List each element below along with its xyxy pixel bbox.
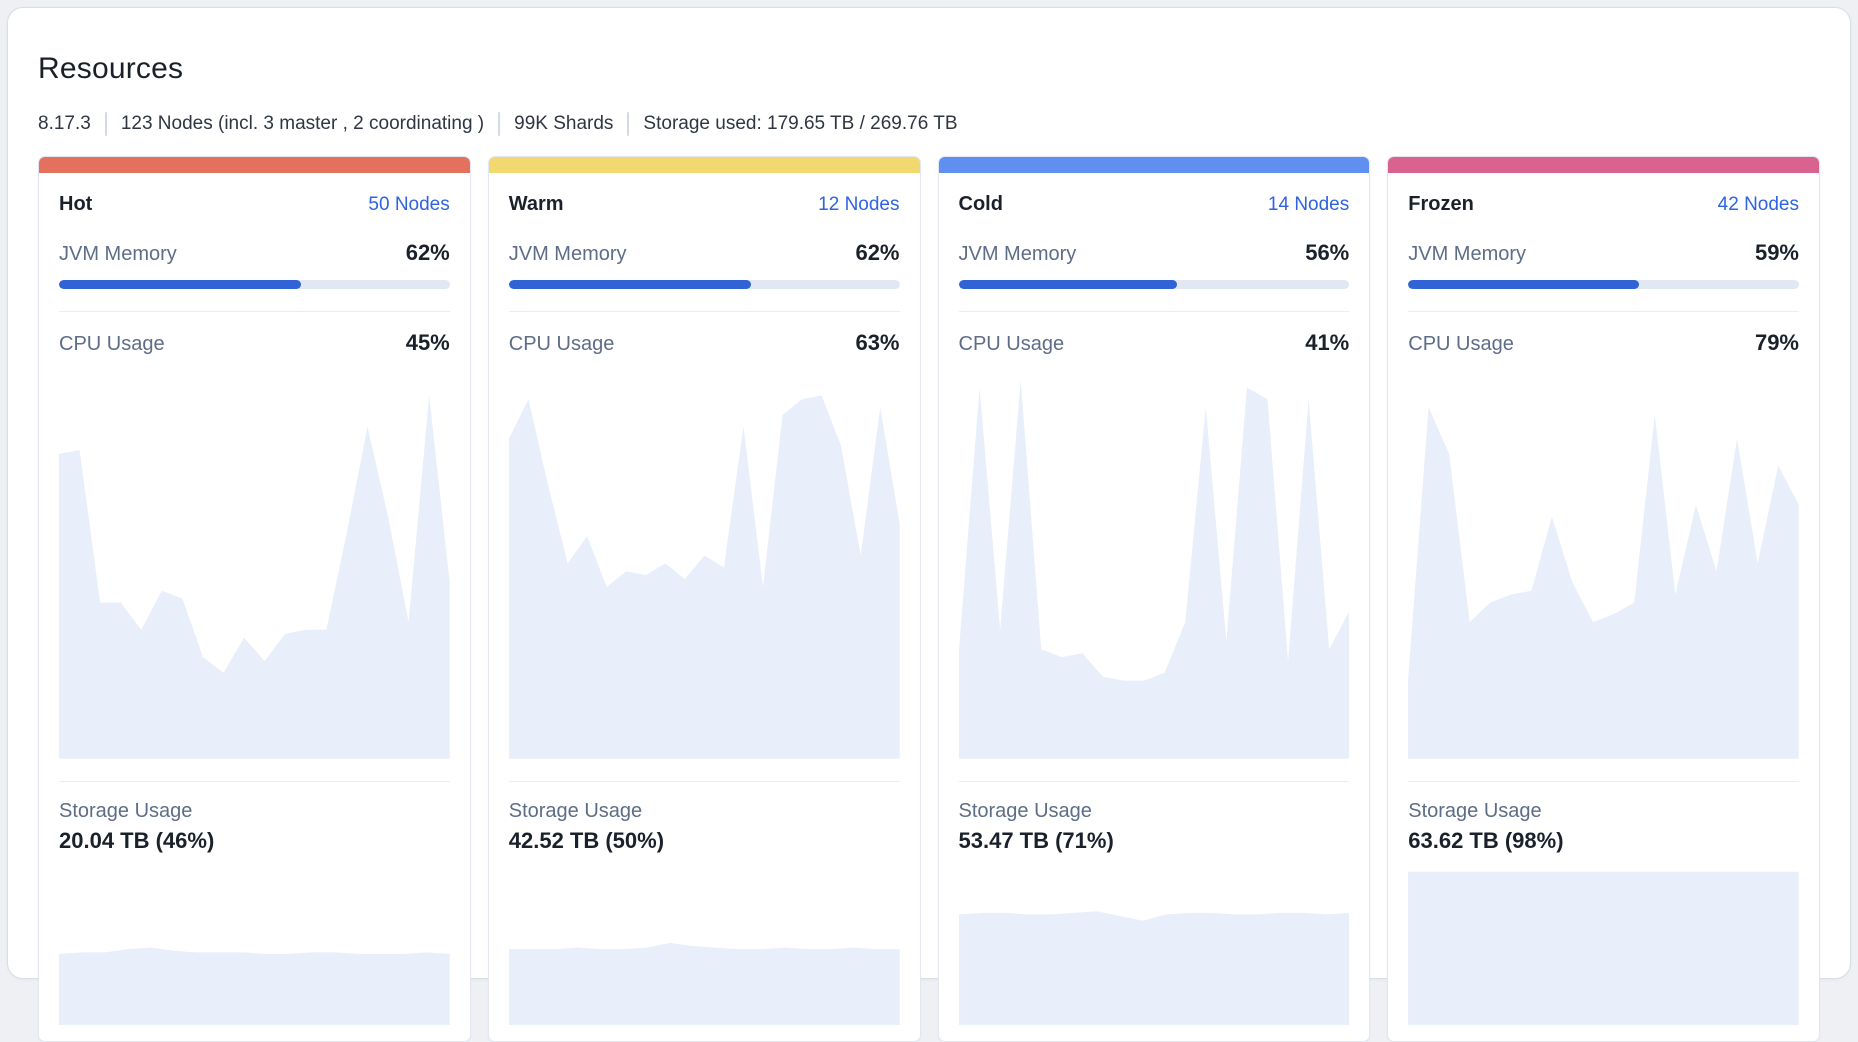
stat-separator [105,112,107,136]
stat-nodes: 123 Nodes (incl. 3 master , 2 coordinati… [121,113,484,135]
tier-card: Cold 14 Nodes JVM Memory 56% CPU Usage 4… [938,156,1371,1042]
tier-card-body: Frozen 42 Nodes JVM Memory 59% CPU Usage… [1388,173,1819,1041]
jvm-memory-label: JVM Memory [959,243,1077,266]
stat-storage-used: Storage used: 179.65 TB / 269.76 TB [643,113,957,135]
jvm-memory-progress-track [59,280,450,289]
cpu-usage-area-chart [1408,368,1799,759]
cpu-usage-label: CPU Usage [1408,333,1514,356]
page-title: Resources [38,52,1820,86]
tier-card-header: Warm 12 Nodes [509,193,900,216]
tier-nodes-link[interactable]: 50 Nodes [368,194,449,216]
tier-name: Cold [959,193,1003,216]
storage-usage-label: Storage Usage [959,800,1350,823]
jvm-memory-value: 62% [406,240,450,266]
cpu-usage-value: 79% [1755,330,1799,356]
jvm-memory-progress-fill [59,280,301,289]
cpu-usage-row: CPU Usage 63% [509,330,900,356]
tier-accent-bar [489,157,920,173]
cpu-usage-label: CPU Usage [59,333,165,356]
stat-shards: 99K Shards [514,113,613,135]
tier-name: Warm [509,193,564,216]
jvm-memory-value: 56% [1305,240,1349,266]
tier-card-header: Hot 50 Nodes [59,193,450,216]
tier-name: Frozen [1408,193,1474,216]
jvm-memory-label: JVM Memory [59,243,177,266]
storage-usage-value: 42.52 TB (50%) [509,828,900,854]
storage-usage-area-chart [59,867,450,1025]
storage-usage-value: 63.62 TB (98%) [1408,828,1799,854]
cpu-usage-area-chart [959,368,1350,759]
tier-grid: Hot 50 Nodes JVM Memory 62% CPU Usage 45… [38,156,1820,1042]
section-divider [509,311,900,312]
jvm-memory-label: JVM Memory [1408,243,1526,266]
jvm-memory-label: JVM Memory [509,243,627,266]
jvm-memory-row: JVM Memory 56% [959,240,1350,266]
cpu-usage-label: CPU Usage [509,333,615,356]
tier-card: Warm 12 Nodes JVM Memory 62% CPU Usage 6… [488,156,921,1042]
jvm-memory-value: 59% [1755,240,1799,266]
tier-nodes-link[interactable]: 12 Nodes [818,194,899,216]
section-divider [59,311,450,312]
tier-card-body: Warm 12 Nodes JVM Memory 62% CPU Usage 6… [489,173,920,1041]
tier-card-header: Cold 14 Nodes [959,193,1350,216]
cpu-usage-area-chart [509,368,900,759]
stat-separator [627,112,629,136]
storage-usage-value: 20.04 TB (46%) [59,828,450,854]
cpu-usage-label: CPU Usage [959,333,1065,356]
tier-nodes-link[interactable]: 14 Nodes [1268,194,1349,216]
jvm-memory-value: 62% [855,240,899,266]
section-divider [959,781,1350,782]
stat-separator [498,112,500,136]
storage-usage-label: Storage Usage [509,800,900,823]
cpu-usage-row: CPU Usage 45% [59,330,450,356]
storage-usage-area-chart [509,867,900,1025]
tier-card-body: Cold 14 Nodes JVM Memory 56% CPU Usage 4… [939,173,1370,1041]
section-divider [1408,781,1799,782]
tier-card-body: Hot 50 Nodes JVM Memory 62% CPU Usage 45… [39,173,470,1041]
storage-usage-area-chart [1408,867,1799,1025]
section-divider [509,781,900,782]
cluster-stats-row: 8.17.3 123 Nodes (incl. 3 master , 2 coo… [38,112,1820,136]
tier-accent-bar [39,157,470,173]
tier-nodes-link[interactable]: 42 Nodes [1718,194,1799,216]
resources-panel: Resources 8.17.3 123 Nodes (incl. 3 mast… [7,7,1851,979]
tier-card: Frozen 42 Nodes JVM Memory 59% CPU Usage… [1387,156,1820,1042]
cpu-usage-value: 41% [1305,330,1349,356]
cpu-usage-area-chart [59,368,450,759]
jvm-memory-progress-fill [509,280,751,289]
section-divider [1408,311,1799,312]
cpu-usage-value: 63% [855,330,899,356]
storage-usage-label: Storage Usage [59,800,450,823]
storage-usage-area-chart [959,867,1350,1025]
storage-usage-value: 53.47 TB (71%) [959,828,1350,854]
jvm-memory-row: JVM Memory 59% [1408,240,1799,266]
tier-card: Hot 50 Nodes JVM Memory 62% CPU Usage 45… [38,156,471,1042]
jvm-memory-row: JVM Memory 62% [59,240,450,266]
jvm-memory-progress-track [959,280,1350,289]
jvm-memory-row: JVM Memory 62% [509,240,900,266]
jvm-memory-progress-track [1408,280,1799,289]
tier-card-header: Frozen 42 Nodes [1408,193,1799,216]
section-divider [59,781,450,782]
jvm-memory-progress-fill [1408,280,1639,289]
tier-accent-bar [939,157,1370,173]
jvm-memory-progress-fill [959,280,1178,289]
section-divider [959,311,1350,312]
storage-usage-label: Storage Usage [1408,800,1799,823]
cpu-usage-row: CPU Usage 41% [959,330,1350,356]
cpu-usage-value: 45% [406,330,450,356]
jvm-memory-progress-track [509,280,900,289]
cpu-usage-row: CPU Usage 79% [1408,330,1799,356]
tier-name: Hot [59,193,92,216]
tier-accent-bar [1388,157,1819,173]
stat-version: 8.17.3 [38,113,91,135]
